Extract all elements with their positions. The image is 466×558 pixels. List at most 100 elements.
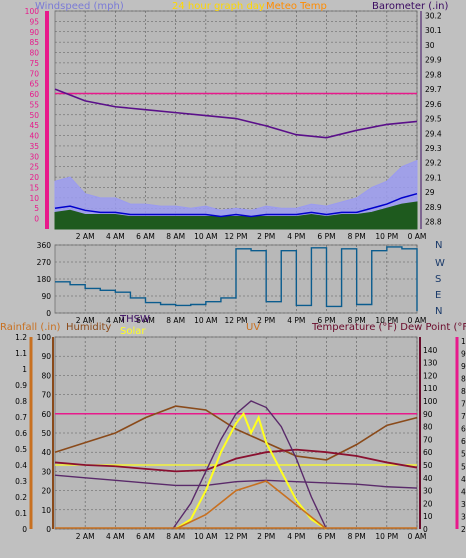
- temperature-secondary-tick-label: 80: [423, 423, 433, 432]
- temperature-tick-label: 45: [461, 475, 466, 484]
- windspeed-tick-label: 40: [29, 132, 39, 141]
- x-tick-label: 4 PM: [287, 316, 305, 325]
- x-tick-label: 4 AM: [106, 532, 125, 541]
- temperature-axis-title: Temperature (°F) Dew Point (°F): [311, 322, 466, 333]
- temperature-secondary-tick-label: 0: [423, 525, 428, 534]
- rainfall-tick-label: 0.2: [15, 493, 27, 502]
- rainfall-tick-label: 0.7: [15, 413, 27, 422]
- rainfall-tick-label: 1: [22, 365, 27, 374]
- graph-period-label: 24 hour graph day: [172, 1, 265, 12]
- humidity-tick-label: 40: [41, 448, 51, 457]
- humidity-line: [54, 405, 418, 461]
- temperature-secondary-tick-label: 110: [423, 384, 438, 393]
- rainfall-axis-title: Rainfall (.in): [0, 322, 61, 333]
- wind-direction-line: [55, 246, 418, 312]
- temperature-tick-label: 25: [461, 525, 466, 534]
- x-tick-label: 8 AM: [166, 232, 185, 241]
- barometer-tick-label: 29: [425, 188, 435, 197]
- temperature-secondary-tick-label: 50: [423, 461, 433, 470]
- x-tick-label: 12 PM: [225, 316, 248, 325]
- x-tick-label: 6 PM: [317, 316, 335, 325]
- rainfall-tick-label: 0.1: [15, 509, 27, 518]
- gust-area: [54, 201, 418, 230]
- direction-label-n-top: N: [435, 240, 442, 251]
- x-tick-label: 12 PM: [225, 532, 248, 541]
- windspeed-tick-label: 30: [29, 152, 39, 161]
- axis-layer: 2 AM 4 AM 6 AM 8 AM 10 AM 12 PM 2 PM 4 PM 6 PM 8 …: [15, 7, 466, 541]
- windspeed-tick-label: 55: [29, 100, 39, 109]
- solar-line: [175, 411, 328, 530]
- dew-point-line: [54, 474, 418, 489]
- temperature-tick-label: 80: [461, 387, 466, 396]
- humidity-tick-label: 30: [41, 467, 51, 476]
- barometer-tick-label: 29.5: [425, 115, 442, 124]
- x-tick-label: 0 AM: [408, 232, 427, 241]
- windspeed-tick-label: 95: [29, 17, 39, 26]
- windspeed-area: [54, 159, 418, 230]
- barometer-tick-label: 29.9: [425, 56, 442, 65]
- temperature-secondary-tick-label: 30: [423, 487, 433, 496]
- barometer-tick-label: 30: [425, 41, 435, 50]
- x-tick-label: 8 PM: [348, 316, 366, 325]
- barometer-tick-label: 29.4: [425, 129, 442, 138]
- temperature-tick-label: 55: [461, 450, 466, 459]
- x-tick-label: 6 PM: [317, 532, 335, 541]
- humidity-tick-label: 60: [41, 410, 51, 419]
- x-tick-label: 6 AM: [136, 316, 155, 325]
- temperature-tick-label: 40: [461, 487, 466, 496]
- temperature-secondary-tick-label: 70: [423, 435, 433, 444]
- windspeed-tick-label: 80: [29, 49, 39, 58]
- windspeed-tick-label: 65: [29, 80, 39, 89]
- direction-label-n-bottom: N: [435, 306, 442, 317]
- thsw-line: [172, 400, 328, 530]
- temperature-tick-label: 50: [461, 462, 466, 471]
- barometer-tick-label: 29.7: [425, 85, 442, 94]
- x-tick-label: 4 AM: [106, 232, 125, 241]
- temperature-secondary-tick-label: 120: [423, 371, 438, 380]
- windspeed-tick-label: 35: [29, 142, 39, 151]
- x-tick-label: 10 AM: [194, 316, 218, 325]
- rainfall-tick-label: 0.5: [15, 445, 27, 454]
- direction-tick-label: 90: [41, 292, 51, 301]
- wind-average-line: [54, 192, 418, 218]
- windspeed-tick-label: 70: [29, 69, 39, 78]
- x-tick-label: 10 AM: [194, 532, 218, 541]
- windspeed-tick-label: 10: [29, 194, 39, 203]
- x-tick-label: 2 PM: [257, 532, 275, 541]
- rainfall-tick-label: 0.9: [15, 381, 27, 390]
- barometer-tick-label: 28.8: [425, 218, 442, 227]
- temperature-secondary-tick-label: 100: [423, 397, 438, 406]
- direction-tick-label: 0: [46, 309, 51, 318]
- temperature-secondary-tick-label: 40: [423, 474, 433, 483]
- barometer-line: [54, 88, 418, 139]
- windspeed-axis-title: Windspeed (mph): [35, 1, 124, 12]
- humidity-tick-label: 70: [41, 391, 51, 400]
- temperature-tick-label: 95: [461, 349, 466, 358]
- windspeed-tick-label: 50: [29, 111, 39, 120]
- rainfall-tick-label: 0: [22, 525, 27, 534]
- x-tick-label: 2 AM: [76, 316, 95, 325]
- temperature-tick-label: 70: [461, 412, 466, 421]
- humidity-tick-label: 90: [41, 352, 51, 361]
- temperature-secondary-tick-label: 90: [423, 410, 433, 419]
- temperature-secondary-tick-label: 60: [423, 448, 433, 457]
- temperature-tick-label: 35: [461, 500, 466, 509]
- x-tick-label: 6 AM: [136, 532, 155, 541]
- temperature-tick-label: 85: [461, 374, 466, 383]
- direction-label-w: W: [435, 258, 445, 269]
- windspeed-tick-label: 15: [29, 183, 39, 192]
- barometer-tick-label: 30.2: [425, 11, 442, 20]
- barometer-tick-label: 28.9: [425, 203, 442, 212]
- rainfall-tick-label: 1.1: [15, 349, 27, 358]
- barometer-axis-title: Barometer (.in): [372, 1, 448, 12]
- temperature-tick-label: 30: [461, 512, 466, 521]
- thsw-label: THSW: [119, 314, 150, 325]
- x-tick-label: 10 PM: [375, 532, 398, 541]
- direction-tick-label: 180: [37, 275, 52, 284]
- direction-label-e: E: [435, 290, 441, 301]
- direction-tick-label: 360: [37, 241, 52, 250]
- solar-label: Solar: [120, 326, 146, 337]
- windspeed-tick-label: 90: [29, 28, 39, 37]
- humidity-tick-label: 100: [37, 333, 52, 342]
- rainfall-tick-label: 1.2: [15, 333, 27, 342]
